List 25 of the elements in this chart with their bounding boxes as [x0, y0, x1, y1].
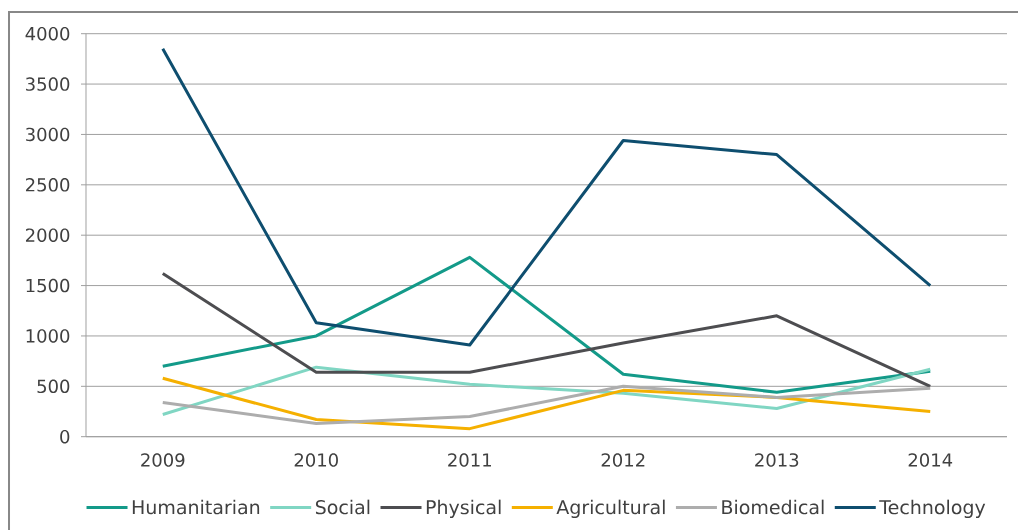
line-series: [161, 384, 932, 426]
legend-label: Agricultural: [556, 499, 665, 519]
legend-label: Humanitarian: [132, 499, 260, 515]
y-tick-label: 500: [37, 379, 70, 394]
y-tick-label: 3500: [26, 77, 70, 91]
y-tick-label: 4000: [25, 26, 70, 41]
x-tick-label: 2010: [294, 453, 338, 467]
legend-label: Social: [315, 499, 370, 515]
legend-label: Technology: [879, 499, 986, 519]
y-tick-label: 3000: [26, 127, 70, 142]
x-tick-label: 2013: [755, 453, 799, 467]
y-tick-label: 2500: [25, 178, 70, 192]
x-tick-label: 2009: [141, 453, 185, 467]
legend-label: Physical: [426, 499, 501, 519]
x-tick-label: 2012: [601, 453, 645, 467]
y-tick-label: 0: [60, 429, 70, 444]
y-tick-label: 1500: [26, 278, 70, 293]
legend-label: Biomedical: [722, 499, 824, 515]
x-tick-label: 2014: [908, 453, 953, 467]
line-series: [161, 47, 932, 347]
y-tick-label: 2000: [25, 228, 70, 242]
y-tick-label: 1000: [26, 329, 70, 343]
line-series: [161, 255, 932, 394]
x-tick-label: 2011: [448, 453, 491, 467]
line-series: [161, 271, 932, 388]
